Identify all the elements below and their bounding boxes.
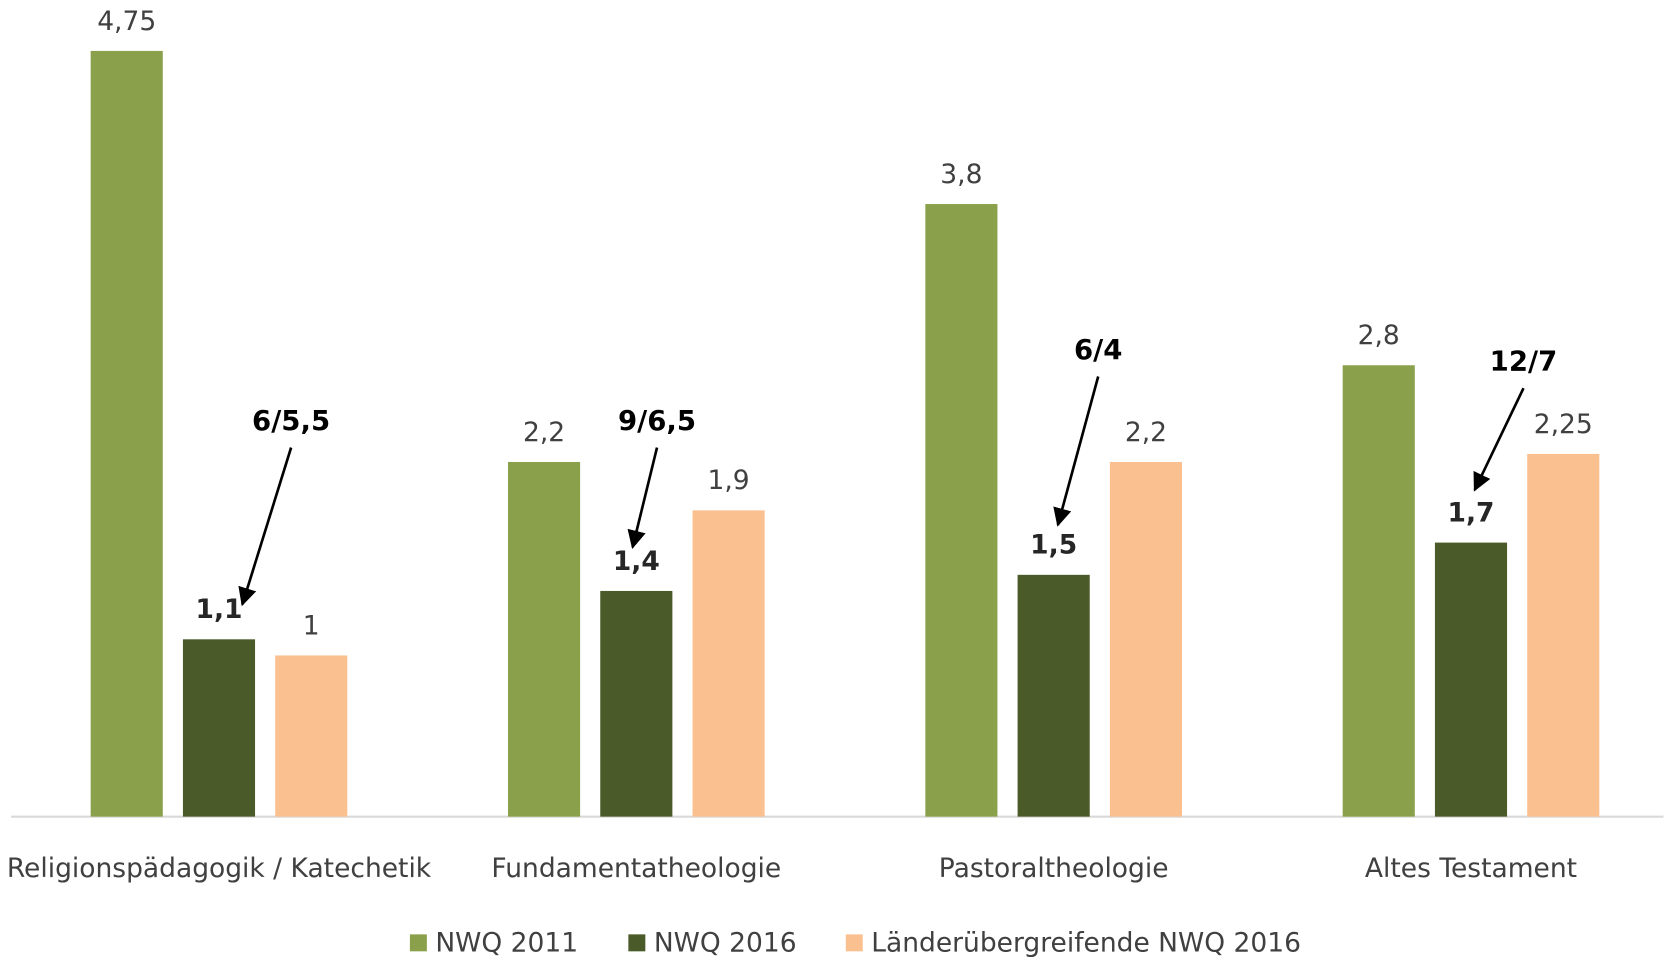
annotation-arrow <box>627 447 659 550</box>
data-label: 4,75 <box>97 6 156 37</box>
data-label: 2,25 <box>1534 409 1593 440</box>
annotation: 12/7 <box>1490 345 1558 378</box>
bar <box>692 510 765 817</box>
bar <box>1342 365 1415 817</box>
legend-swatch <box>628 934 646 952</box>
annotation: 9/6,5 <box>618 404 696 437</box>
bar <box>182 639 256 817</box>
bar <box>1017 574 1090 817</box>
annotation-arrow <box>238 447 293 607</box>
data-label: 1,4 <box>613 546 660 577</box>
legend-label: NWQ 2016 <box>654 927 797 958</box>
bar <box>507 461 581 817</box>
bar <box>1527 453 1600 817</box>
annotation: 6/4 <box>1074 333 1122 366</box>
x-tick-label: Pastoraltheologie <box>939 853 1169 884</box>
data-label: 1,9 <box>708 465 750 496</box>
legend-label: NWQ 2011 <box>435 927 578 958</box>
annotation-arrow <box>1053 376 1100 527</box>
annotation: 6/5,5 <box>252 404 330 437</box>
x-tick-label: Religionspädagogik / Katechetik <box>7 853 432 884</box>
data-label: 2,2 <box>1125 417 1167 448</box>
data-label: 1 <box>303 610 320 641</box>
data-label: 1,1 <box>196 594 243 625</box>
legend-swatch <box>845 934 863 952</box>
bar <box>1109 461 1182 817</box>
x-tick-label: Fundamentatheologie <box>491 853 781 884</box>
data-label: 1,5 <box>1030 530 1077 561</box>
bar <box>600 590 673 817</box>
legend-label: Länderübergreifende NWQ 2016 <box>871 927 1301 958</box>
data-label: 3,8 <box>940 159 982 190</box>
x-tick-label: Altes Testament <box>1365 853 1577 884</box>
annotation-arrow <box>1473 387 1525 492</box>
bar <box>1434 542 1508 817</box>
bar <box>925 204 998 817</box>
data-label: 2,8 <box>1358 320 1400 351</box>
bar <box>275 655 348 817</box>
data-label: 1,7 <box>1448 497 1495 528</box>
bar <box>90 50 163 817</box>
data-label: 2,2 <box>523 417 565 448</box>
legend-swatch <box>409 934 427 952</box>
